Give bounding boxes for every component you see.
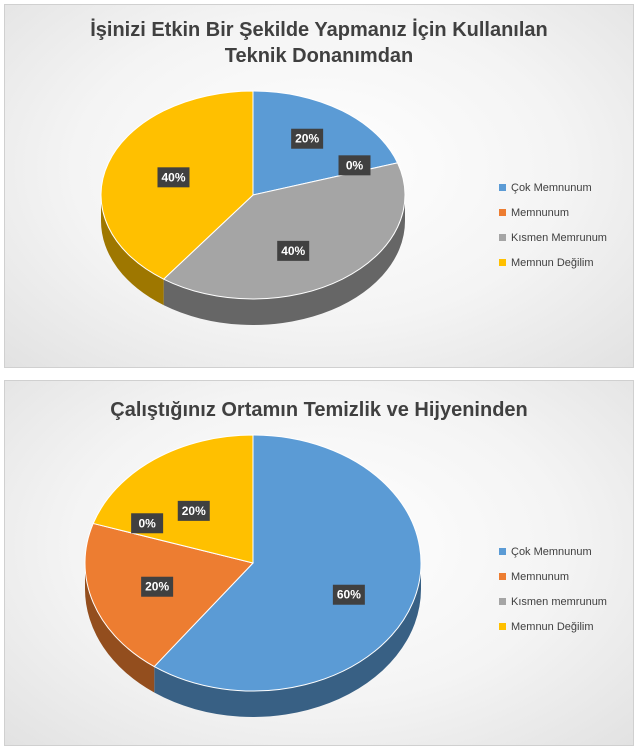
data-label: 0% <box>338 155 371 176</box>
data-label-text: 40% <box>281 244 305 258</box>
data-label-box <box>332 584 365 605</box>
chart-panel-technical-equipment: İşinizi Etkin Bir Şekilde Yapmanız İçin … <box>4 4 634 368</box>
legend-label: Çok Memnunum <box>511 545 592 558</box>
data-label-text: 60% <box>337 588 361 602</box>
chart-title: İşinizi Etkin Bir Şekilde Yapmanız İçin … <box>5 17 633 69</box>
legend-item: Çok Memnunum <box>499 175 607 200</box>
data-label-box <box>291 128 324 149</box>
pie-slice <box>162 162 406 300</box>
chart-panel-cleanliness-hygiene: Çalıştığınız Ortamın Temizlik ve Hijyeni… <box>4 380 634 746</box>
pie-slice-side <box>85 563 155 693</box>
legend-item: Kısmen memrunum <box>499 589 607 614</box>
data-label-box <box>338 155 371 176</box>
legend-swatch <box>499 573 506 580</box>
data-label-box <box>277 240 310 261</box>
legend-label: Kısmen Memrunum <box>511 231 607 244</box>
data-label-box <box>141 576 174 597</box>
data-label-text: 0% <box>346 158 364 172</box>
legend-swatch <box>499 623 506 630</box>
legend-swatch <box>499 598 506 605</box>
data-label: 0% <box>131 513 164 534</box>
legend-swatch <box>499 184 506 191</box>
data-label-box <box>157 167 190 188</box>
legend-item: Memnun Değilim <box>499 614 607 639</box>
chart-title: Çalıştığınız Ortamın Temizlik ve Hijyeni… <box>5 397 633 423</box>
pie-chart: 60% 20% 0% 20% <box>84 434 422 717</box>
data-label-text: 20% <box>145 580 169 594</box>
pie-slice-side <box>163 195 405 325</box>
legend-swatch <box>499 548 506 555</box>
pie-chart: 20% 0% 40% 40% <box>100 90 406 325</box>
data-label-text: 20% <box>295 132 319 146</box>
chart-legend: Çok Memnunum Memnunum Kısmen Memrunum Me… <box>499 175 607 275</box>
data-label: 60% <box>332 584 365 605</box>
data-label: 20% <box>141 576 174 597</box>
legend-item: Memnunum <box>499 564 607 589</box>
chart-title-line-1: Çalıştığınız Ortamın Temizlik ve Hijyeni… <box>110 399 528 421</box>
chart-title-line-1: İşinizi Etkin Bir Şekilde Yapmanız İçin … <box>90 19 548 41</box>
data-label: 20% <box>177 500 210 521</box>
data-label-text: 40% <box>161 170 185 184</box>
legend-item: Memnun Değilim <box>499 250 607 275</box>
legend-swatch <box>499 259 506 266</box>
legend-label: Memnunum <box>511 570 570 583</box>
data-label-box <box>131 513 164 534</box>
data-label-text: 20% <box>182 504 206 518</box>
legend-item: Memnunum <box>499 200 607 225</box>
pie-slice <box>153 434 422 692</box>
data-label-box <box>177 500 210 521</box>
legend-label: Kısmen memrunum <box>511 595 607 608</box>
legend-label: Memnunum <box>511 206 570 219</box>
pie-slice-side <box>154 563 421 717</box>
legend-label: Memnun Değilim <box>511 620 594 633</box>
pie-side-walls <box>101 195 405 325</box>
data-label: 40% <box>157 167 190 188</box>
legend-item: Kısmen Memrunum <box>499 225 607 250</box>
legend-label: Memnun Değilim <box>511 256 594 269</box>
chart-title-line-2: Teknik Donanımdan <box>224 45 414 67</box>
data-label: 20% <box>291 128 324 149</box>
legend-swatch <box>499 209 506 216</box>
legend-item: Çok Memnunum <box>499 539 607 564</box>
data-label: 40% <box>277 240 310 261</box>
legend-label: Çok Memnunum <box>511 181 592 194</box>
pie-side-walls <box>85 563 421 717</box>
legend-swatch <box>499 234 506 241</box>
pie-slice-side <box>101 195 164 306</box>
chart-legend: Çok Memnunum Memnunum Kısmen memrunum Me… <box>499 539 607 639</box>
data-label-text: 0% <box>138 516 156 530</box>
